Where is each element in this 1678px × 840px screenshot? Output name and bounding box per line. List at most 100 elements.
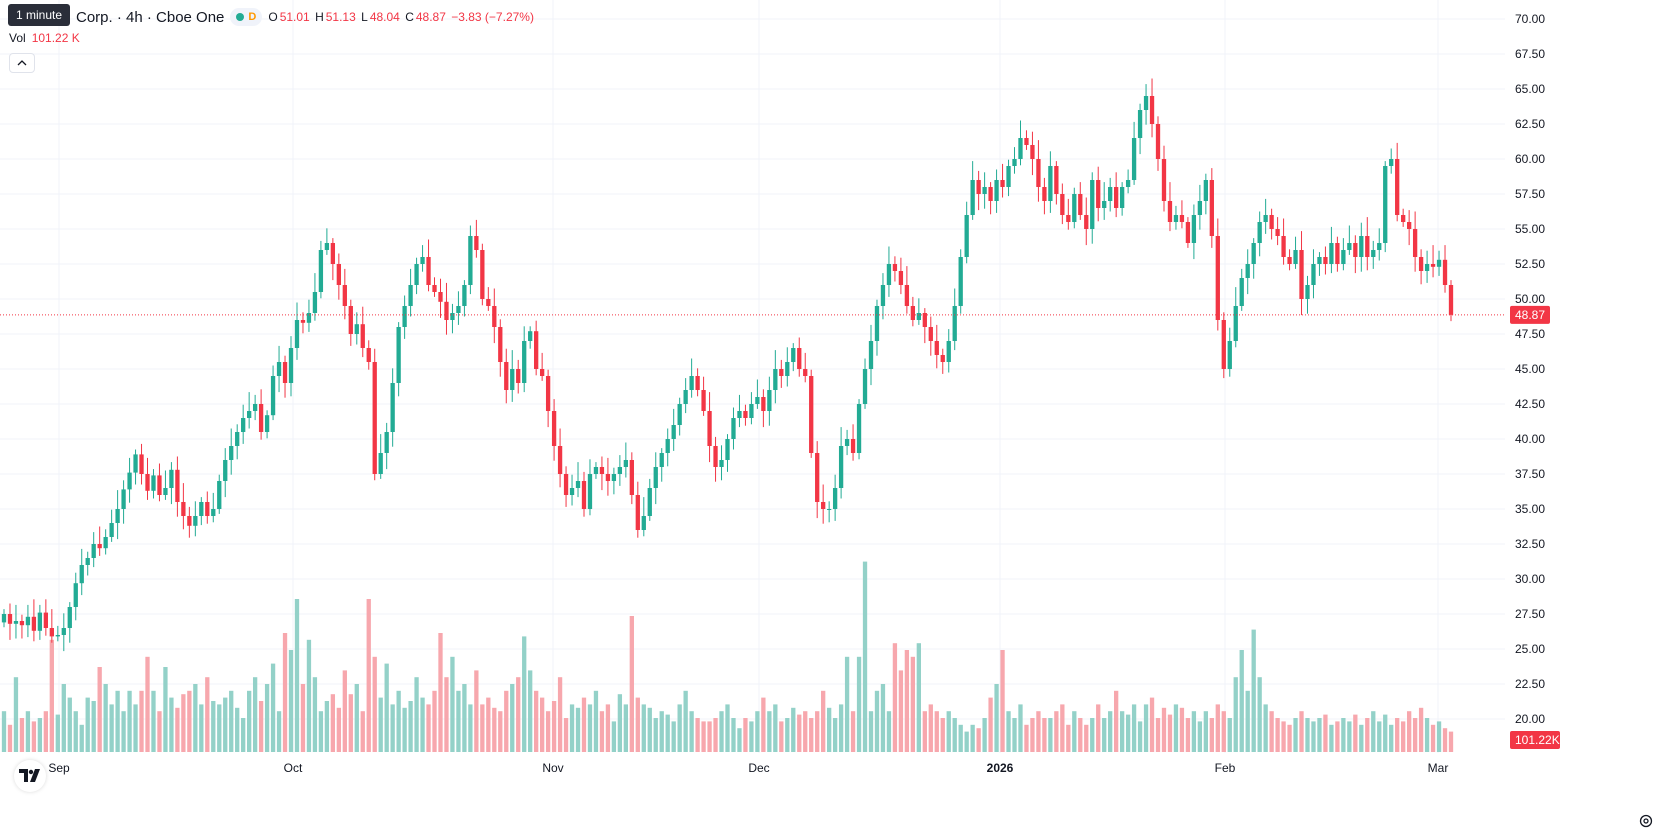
gear-icon[interactable] (1636, 811, 1656, 831)
candle-body (324, 243, 330, 250)
volume-bar (647, 707, 652, 752)
candle-body (719, 460, 724, 467)
candle-body (217, 481, 222, 509)
candle-body (1371, 250, 1376, 257)
volume-bar (1347, 721, 1352, 752)
volume-bar (1161, 707, 1167, 752)
candle-body (832, 488, 838, 509)
volume-bar (121, 711, 126, 752)
price-tick-label: 35.00 (1515, 502, 1545, 516)
candle-body (312, 292, 318, 313)
candle-body (1161, 159, 1167, 201)
volume-bar (348, 694, 353, 752)
candle-body (384, 432, 389, 453)
open-value: 51.01 (279, 10, 310, 24)
close-label: C (405, 10, 414, 24)
candle-body (1365, 236, 1370, 257)
volume-bar (330, 694, 336, 752)
volume-bar (1395, 718, 1400, 752)
volume-bar (749, 721, 754, 752)
candle-body (444, 301, 449, 320)
volume-bar (73, 711, 78, 752)
candle-body (886, 264, 892, 285)
collapse-legend-button[interactable] (9, 53, 35, 73)
volume-bar (791, 707, 796, 752)
last-price-label: 48.87 (1515, 308, 1545, 322)
volume-bar (1191, 711, 1197, 752)
price-tick-label: 50.00 (1515, 292, 1545, 306)
volume-bar (462, 684, 467, 752)
candle-body (761, 397, 766, 411)
candle-body (1317, 257, 1322, 264)
volume-bar (1377, 721, 1382, 752)
volume-bar (55, 714, 60, 752)
price-tick-label: 52.50 (1515, 257, 1545, 271)
candle-body (1084, 215, 1089, 229)
volume-bar (1448, 731, 1454, 752)
tradingview-logo-icon[interactable] (14, 760, 46, 792)
candle-body (522, 341, 527, 383)
candle-body (115, 509, 120, 523)
candle-body (797, 348, 802, 369)
volume-bar (1424, 718, 1430, 752)
candle-body (79, 565, 84, 584)
candle-body (1257, 222, 1262, 243)
volume-bar (19, 718, 25, 752)
candle-body (61, 628, 66, 635)
candle-body (779, 369, 784, 376)
volume-bar (683, 690, 688, 752)
volume-bar (528, 670, 533, 752)
volume-bar (522, 636, 527, 752)
market-status-pill[interactable]: D (230, 8, 263, 26)
volume-bar (629, 616, 634, 752)
time-axis[interactable]: Sep Oct Nov Dec 2026 Feb Mar (48, 761, 1448, 775)
volume-bar (37, 718, 43, 752)
candle-body (1185, 222, 1191, 243)
volume-bar (1173, 704, 1179, 752)
candle-body (151, 475, 156, 491)
volume-bar (1149, 697, 1155, 752)
volume-bar (934, 711, 939, 752)
candle-body (378, 453, 383, 474)
candle-body (868, 341, 874, 369)
volume-bar (504, 690, 509, 752)
candle-body (1221, 320, 1226, 369)
candle-body (1305, 285, 1310, 299)
candle-body (874, 306, 880, 341)
price-tick-label: 67.50 (1515, 47, 1545, 61)
candle-body (892, 264, 898, 271)
candle-body (300, 320, 306, 323)
volume-bar (91, 701, 96, 752)
candle-body (1245, 264, 1250, 278)
candle-body (121, 489, 126, 509)
price-tick-label: 40.00 (1515, 432, 1545, 446)
price-tick-label: 62.50 (1515, 117, 1545, 131)
volume-bar (486, 697, 491, 752)
candle-body (623, 460, 629, 467)
symbol-title[interactable]: Corp. · 4h · Cboe One (76, 8, 225, 26)
volume-bar (1233, 677, 1238, 752)
candle-body (1191, 215, 1197, 243)
volume-bar (151, 690, 156, 752)
candle-body (1269, 215, 1274, 229)
volume-bar (1359, 724, 1364, 752)
candle-body (1042, 187, 1047, 201)
candle-body (1, 614, 7, 623)
price-tick-label: 20.00 (1515, 712, 1545, 726)
volume-bar (13, 677, 19, 752)
candle-body (725, 439, 730, 460)
candle-body (1048, 166, 1053, 201)
candle-body (468, 236, 473, 285)
volume-bar (7, 724, 13, 752)
candle-body (1215, 236, 1220, 320)
price-axis[interactable]: 70.00 67.50 65.00 62.50 60.00 57.50 55.00 52.50… (1510, 12, 1560, 749)
low-label: L (361, 10, 368, 24)
candle-body (910, 306, 916, 320)
price-tick-label: 45.00 (1515, 362, 1545, 376)
candle-body (707, 411, 712, 446)
volume-bar (569, 704, 575, 752)
volume-bar (695, 718, 700, 752)
volume-bar (492, 707, 497, 752)
